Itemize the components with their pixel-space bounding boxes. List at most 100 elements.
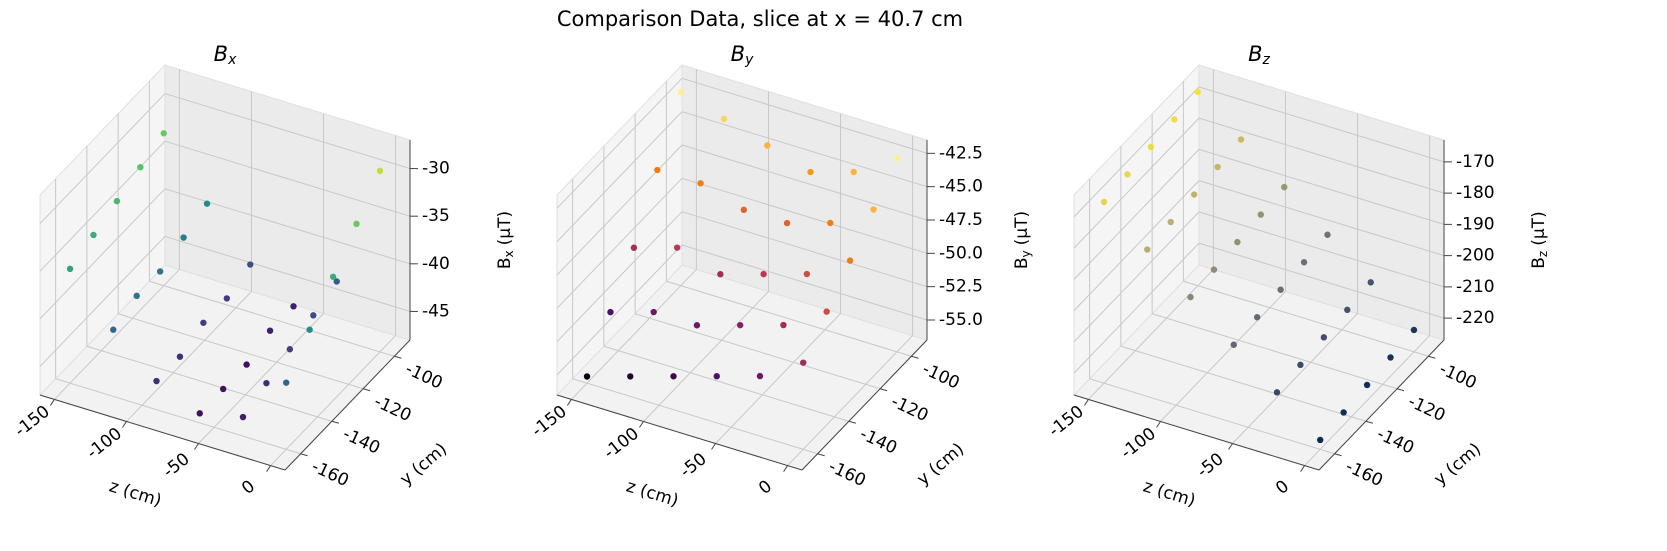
grid-line — [556, 244, 683, 376]
y-tick-label: -140 — [1374, 424, 1417, 458]
side-pane — [39, 63, 166, 397]
grid-line — [39, 236, 166, 367]
grid-line — [39, 93, 166, 224]
x-tick-label: -50 — [159, 449, 193, 482]
data-point — [893, 155, 901, 162]
data-point — [756, 372, 764, 380]
subplot-title: Bx — [214, 42, 237, 68]
y-tick-label: -140 — [340, 424, 383, 458]
title-sub: y — [744, 52, 754, 68]
grid-line — [1073, 211, 1200, 343]
v-tick-label: -45.0 — [939, 177, 983, 197]
grid-line — [198, 313, 324, 444]
tick-mark — [1300, 465, 1306, 472]
data-point — [870, 206, 877, 213]
tick-mark — [1228, 443, 1233, 450]
y-tick-label: -100 — [1436, 359, 1479, 393]
data-point — [846, 257, 854, 264]
data-point — [736, 321, 744, 329]
grid-line — [1073, 242, 1200, 374]
data-point — [1273, 389, 1281, 396]
tick-mark — [566, 399, 572, 406]
tick-mark — [817, 453, 825, 457]
axis-line — [1073, 394, 1320, 471]
data-point — [1210, 266, 1218, 273]
grid-line — [556, 211, 683, 343]
grid-line — [1198, 242, 1445, 319]
data-point — [1363, 381, 1371, 389]
v-tick-label: -30 — [422, 159, 450, 179]
grid-line — [270, 335, 396, 466]
grid-line — [1073, 180, 1200, 311]
data-point — [90, 231, 97, 239]
tick-mark — [1334, 453, 1342, 457]
grid-line — [634, 313, 881, 390]
data-point — [607, 308, 614, 316]
data-point — [697, 180, 704, 187]
data-point — [780, 321, 787, 329]
v-tick-label: -210 — [1456, 277, 1495, 297]
grid-line — [556, 111, 683, 243]
data-point — [110, 326, 117, 333]
axis-line — [39, 394, 286, 471]
grid-line — [164, 93, 411, 170]
data-point — [1187, 293, 1194, 301]
v-tick-label: -47.5 — [939, 210, 983, 230]
data-point — [243, 361, 250, 368]
data-point — [66, 265, 74, 273]
grid-line — [149, 280, 395, 357]
y-axis-label: y (cm) — [1430, 439, 1485, 489]
tick-mark — [639, 421, 644, 428]
z-label-unit: (μT) — [1529, 211, 1549, 245]
grid-line — [681, 111, 928, 188]
grid-line — [1073, 149, 1200, 280]
v-tick-label: -200 — [1456, 246, 1495, 266]
data-point — [176, 353, 184, 360]
grid-line — [1120, 345, 1367, 422]
z-label-unit: (μT) — [495, 211, 515, 245]
x-tick-label: -50 — [1193, 449, 1227, 482]
data-point — [203, 200, 211, 207]
tick-mark — [1083, 399, 1089, 406]
v-tick-label: -180 — [1456, 183, 1495, 203]
y-tick-label: -120 — [888, 392, 931, 426]
grid-line — [1198, 148, 1445, 225]
grid-line — [666, 280, 912, 357]
data-point — [1171, 116, 1178, 123]
data-point — [670, 373, 677, 380]
data-point — [1317, 436, 1324, 444]
data-point — [263, 379, 270, 387]
grid-line — [681, 244, 928, 321]
data-point — [800, 359, 807, 366]
tick-mark — [194, 443, 199, 450]
y-tick-label: -140 — [857, 424, 900, 458]
data-point — [630, 244, 638, 251]
tick-mark — [362, 388, 371, 392]
z-axis-label: Bx (μT) — [495, 211, 516, 269]
x-tick-label: 0 — [755, 476, 776, 498]
data-point — [823, 308, 830, 315]
data-point — [673, 244, 681, 251]
grid-line — [681, 211, 928, 288]
grid-line — [164, 140, 411, 217]
data-point — [1320, 334, 1328, 341]
data-point — [133, 292, 140, 300]
data-point — [1281, 183, 1288, 191]
data-point — [137, 163, 144, 171]
x-tick-label: 0 — [238, 476, 259, 498]
v-tick-label: -45 — [422, 301, 450, 321]
data-point — [266, 327, 274, 334]
tick-mark — [848, 420, 857, 424]
data-point — [1194, 88, 1201, 96]
data-point — [283, 379, 290, 386]
side-pane — [1073, 63, 1200, 397]
tick-mark — [394, 355, 402, 359]
data-point — [353, 220, 360, 228]
y-tick-label: -120 — [1405, 392, 1448, 426]
grid-line — [572, 378, 818, 455]
title-main: B — [1248, 42, 1262, 66]
x-tick-label: 0 — [1272, 476, 1293, 498]
data-point — [717, 271, 724, 278]
y-tick-label: -160 — [308, 457, 351, 491]
